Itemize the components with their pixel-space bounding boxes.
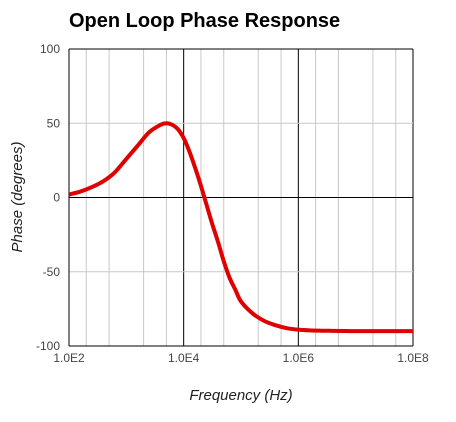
y-axis-title: Phase (degrees) xyxy=(9,142,26,253)
y-tick-label: -50 xyxy=(43,265,61,279)
x-tick-label: 1.0E6 xyxy=(283,351,315,365)
x-tick-label: 1.0E4 xyxy=(168,351,200,365)
x-tick-label: 1.0E8 xyxy=(397,351,429,365)
y-tick-label: 0 xyxy=(53,191,60,205)
phase-series-line xyxy=(69,123,413,331)
y-tick-label: 100 xyxy=(40,42,60,56)
y-tick-label: 50 xyxy=(47,116,61,130)
x-tick-label: 1.0E2 xyxy=(53,351,85,365)
y-tick-label: -100 xyxy=(36,339,60,353)
x-axis-title: Frequency (Hz) xyxy=(189,387,292,404)
